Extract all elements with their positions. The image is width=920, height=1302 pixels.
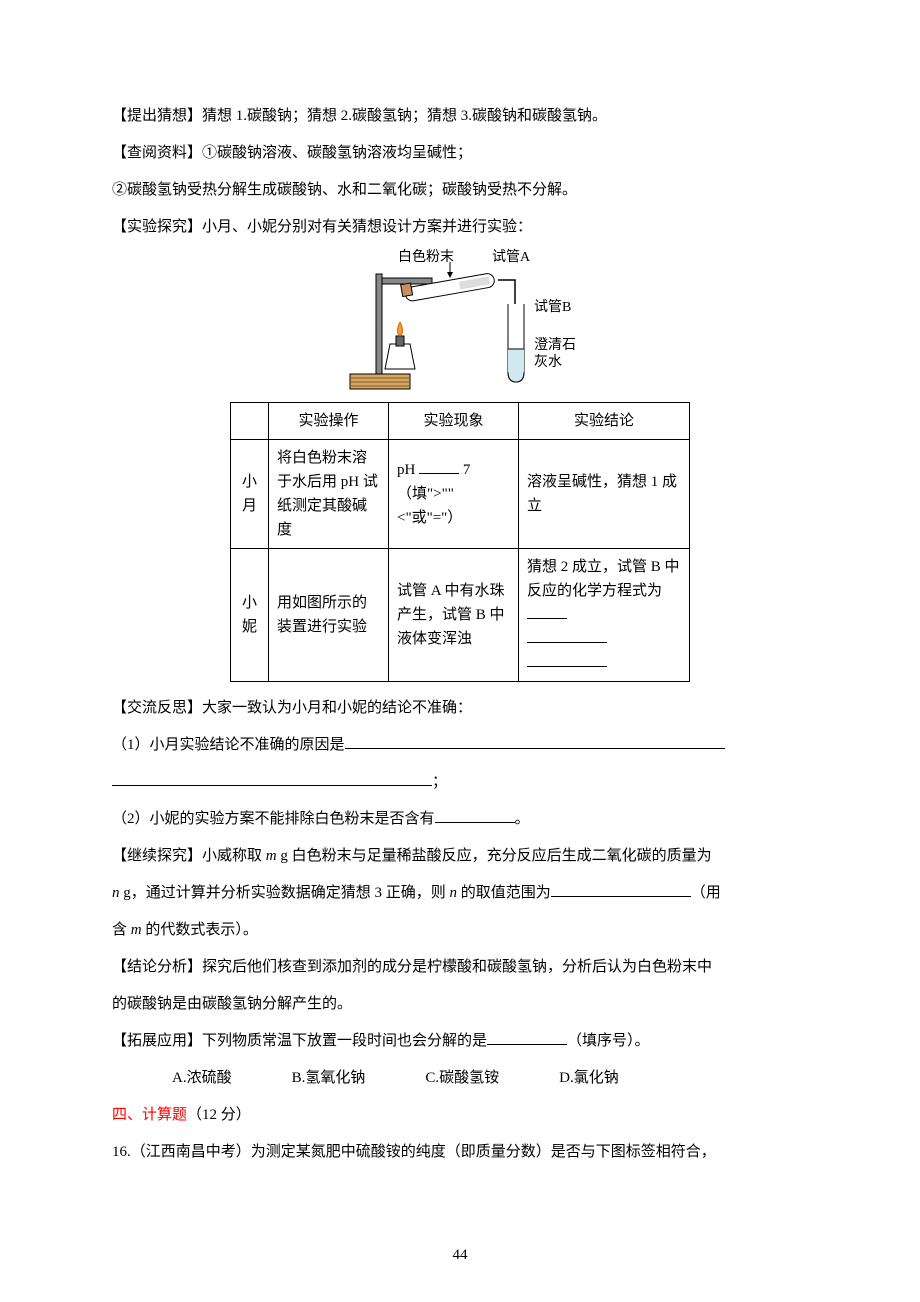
option-d: D.氯化钠	[559, 1062, 619, 1095]
question-16: 16.（江西南昌中考）为测定某氮肥中硫酸铵的纯度（即质量分数）是否与下图标签相符…	[112, 1136, 808, 1169]
blank-reason-1	[345, 734, 725, 749]
c2-d: （用	[691, 885, 721, 901]
blank-ph	[419, 459, 459, 474]
reference-text-2: ②碳酸氢钠受热分解生成碳酸钠、水和二氧化碳；碳酸钠受热不分解。	[112, 174, 808, 207]
blank-eq-3	[527, 652, 607, 667]
cell-conc-2: 猜想 2 成立，试管 B 中反应的化学方程式为	[519, 549, 690, 682]
cell-name-2: 小妮	[231, 549, 269, 682]
hypothesis-text: 【提出猜想】猜想 1.碳酸钠；猜想 2.碳酸氢钠；猜想 3.碳酸钠和碳酸氢钠。	[112, 100, 808, 133]
diagram-container: 白色粉末 试管A 试管B 澄清石 灰水	[112, 254, 808, 394]
c2-c: 的取值范围为	[457, 885, 551, 901]
app-a: 【拓展应用】下列物质常温下放置一段时间也会分解的是	[112, 1033, 487, 1049]
blank-eq-1	[527, 604, 567, 619]
c3-b: 的代数式表示）。	[142, 922, 258, 938]
label-limewater: 澄清石 灰水	[534, 338, 576, 372]
option-list: A.浓硫酸 B.氢氧化钠 C.碳酸氢铵 D.氯化钠	[112, 1062, 808, 1095]
label-tube-a: 试管A	[492, 250, 530, 267]
var-n: n	[112, 885, 120, 901]
cell-phe-1: pH 7（填">""<"或"="）	[389, 440, 519, 549]
blank-contains	[435, 808, 515, 823]
th-conclusion: 实验结论	[519, 403, 690, 440]
cell-op-2: 用如图所示的装置进行实验	[269, 549, 389, 682]
apparatus-diagram: 白色粉末 试管A 试管B 澄清石 灰水	[320, 254, 600, 394]
reflection-2-text: （2）小妮的实验方案不能排除白色粉末是否含有	[112, 811, 435, 827]
table-row: 小妮 用如图所示的装置进行实验 试管 A 中有水珠产生，试管 B 中液体变浑浊 …	[231, 549, 690, 682]
cell-op-1: 将白色粉末溶于水后用 pH 试纸测定其酸碱度	[269, 440, 389, 549]
experiment-table: 实验操作 实验现象 实验结论 小月 将白色粉末溶于水后用 pH 试纸测定其酸碱度…	[230, 402, 690, 682]
blank-reason-1b	[112, 771, 432, 786]
table-row: 小月 将白色粉末溶于水后用 pH 试纸测定其酸碱度 pH 7（填">""<"或"…	[231, 440, 690, 549]
option-b: B.氢氧化钠	[292, 1062, 366, 1095]
th-phenomenon: 实验现象	[389, 403, 519, 440]
th-blank	[231, 403, 269, 440]
experiment-table-wrap: 实验操作 实验现象 实验结论 小月 将白色粉末溶于水后用 pH 试纸测定其酸碱度…	[112, 402, 808, 682]
page-number: 44	[0, 1239, 920, 1272]
c1-a: 【继续探究】小威称取	[112, 848, 266, 864]
option-a: A.浓硫酸	[172, 1062, 232, 1095]
conclusion-2: 的碳酸钠是由碳酸氢钠分解产生的。	[112, 988, 808, 1021]
section-heading: 四、计算题（12 分）	[112, 1099, 808, 1132]
c1-b: g 白色粉末与足量稀盐酸反应，充分反应后生成二氧化碳的质量为	[277, 848, 712, 864]
experiment-intro: 【实验探究】小月、小妮分别对有关猜想设计方案并进行实验：	[112, 211, 808, 244]
continue-3: 含 m 的代数式表示）。	[112, 914, 808, 947]
phe-pre: pH	[397, 462, 415, 478]
table-header-row: 实验操作 实验现象 实验结论	[231, 403, 690, 440]
application: 【拓展应用】下列物质常温下放置一段时间也会分解的是 （填序号）。	[112, 1025, 808, 1058]
continue-1: 【继续探究】小威称取 m g 白色粉末与足量稀盐酸反应，充分反应后生成二氧化碳的…	[112, 840, 808, 873]
app-b: （填序号）。	[567, 1033, 650, 1049]
var-n2: n	[450, 885, 458, 901]
reference-text-1: 【查阅资料】①碳酸钠溶液、碳酸氢钠溶液均呈碱性；	[112, 137, 808, 170]
blank-option	[487, 1030, 567, 1045]
label-powder: 白色粉末	[398, 250, 454, 267]
conc-2-text: 猜想 2 成立，试管 B 中反应的化学方程式为	[527, 559, 680, 599]
c3-a: 含	[112, 922, 131, 938]
option-c: C.碳酸氢铵	[425, 1062, 499, 1095]
reflection-2: （2）小妮的实验方案不能排除白色粉末是否含有 。	[112, 803, 808, 836]
blank-range	[551, 882, 691, 897]
semicolon: ；	[432, 774, 447, 790]
cell-phe-2: 试管 A 中有水珠产生，试管 B 中液体变浑浊	[389, 549, 519, 682]
var-m: m	[266, 848, 277, 864]
period-1: 。	[515, 811, 530, 827]
th-operation: 实验操作	[269, 403, 389, 440]
reflection-1-cont: ；	[112, 766, 808, 799]
label-tube-b: 试管B	[534, 300, 571, 317]
section-points: （12 分）	[187, 1107, 251, 1123]
blank-eq-2	[527, 628, 607, 643]
conclusion-1: 【结论分析】探究后他们核查到添加剂的成分是柠檬酸和碳酸氢钠，分析后认为白色粉末中	[112, 951, 808, 984]
continue-2: n g，通过计算并分析实验数据确定猜想 3 正确，则 n 的取值范围为 （用	[112, 877, 808, 910]
c2-b: g，通过计算并分析实验数据确定猜想 3 正确，则	[120, 885, 450, 901]
reflection-1: （1）小月实验结论不准确的原因是	[112, 729, 808, 762]
reflection-1-text: （1）小月实验结论不准确的原因是	[112, 737, 345, 753]
reflection-intro: 【交流反思】大家一致认为小月和小妮的结论不准确：	[112, 692, 808, 725]
section-title: 四、计算题	[112, 1107, 187, 1123]
var-m2: m	[131, 922, 142, 938]
cell-conc-1: 溶液呈碱性，猜想 1 成立	[519, 440, 690, 549]
apparatus-svg	[320, 254, 600, 394]
cell-name-1: 小月	[231, 440, 269, 549]
